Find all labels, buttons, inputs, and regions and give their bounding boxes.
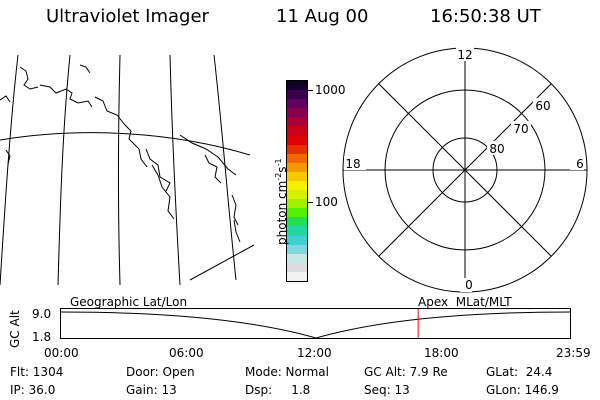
colorbar-tick-mark [307, 90, 313, 91]
colorbar-band [287, 80, 307, 91]
colorbar-band [287, 190, 307, 200]
timeline-tick-1200: 12:00 [297, 346, 332, 360]
colorbar-band [287, 162, 307, 172]
colorbar-band [287, 144, 307, 154]
colorbar-band [287, 90, 307, 100]
colorbar-band [287, 171, 307, 181]
polar-label-70: 70 [513, 122, 528, 136]
timeline-y-bottom: 1.8 [32, 330, 52, 344]
ip-value: IP: 36.0 [10, 383, 56, 397]
meridian-line [118, 54, 121, 286]
mode-status: Mode: Normal [245, 365, 329, 379]
geographic-map [0, 54, 255, 286]
colorbar-gradient [287, 80, 307, 281]
polar-plot: 12 0 18 6 60 70 80 [342, 47, 588, 293]
timeline-y-top: 9.0 [32, 307, 52, 321]
colorbar-unit-label: photon cm-2s-1 [274, 158, 289, 245]
colorbar-band [287, 153, 307, 163]
timeline-chart [60, 308, 572, 339]
colorbar-band [287, 235, 307, 245]
meridian-line [57, 54, 71, 286]
unit-sup-1: -2 [274, 172, 283, 181]
timeline-frame [60, 308, 571, 339]
timeline-left-label: Geographic Lat/Lon [70, 295, 188, 309]
colorbar-band [287, 126, 307, 136]
unit-sup-2: -1 [274, 158, 283, 167]
colorbar-band [287, 208, 307, 218]
polar-label-60: 60 [535, 99, 550, 113]
dsp-value: Dsp: 1.8 [245, 383, 311, 397]
colorbar-band [287, 117, 307, 127]
colorbar-tick-100: 100 [315, 195, 338, 209]
time-readout: 16:50:38 UT [430, 6, 541, 27]
gc-altitude: GC Alt: 7.9 Re [364, 365, 448, 379]
colorbar-band [287, 135, 307, 145]
date-readout: 11 Aug 00 [276, 6, 369, 27]
unit-label-base: photon cm [275, 180, 289, 245]
altitude-curve [60, 311, 572, 339]
polar-axis-diagonal [378, 83, 552, 257]
latitude-line [189, 244, 255, 281]
timeline-tick-0600: 06:00 [169, 346, 204, 360]
coastline-outline [0, 64, 241, 243]
colorbar-band [287, 199, 307, 209]
colorbar-band [287, 180, 307, 191]
colorbar-band [287, 262, 307, 272]
colorbar-band [287, 217, 307, 227]
colorbar-band [287, 226, 307, 236]
unit-label-mid: s [275, 166, 289, 173]
timeline-axis-title: GC Alt [8, 310, 22, 348]
polar-label-6: 6 [576, 157, 584, 171]
app-title: Ultraviolet Imager [46, 6, 209, 27]
colorbar-band [287, 253, 307, 263]
colorbar-band [287, 244, 307, 254]
timeline-tick-0000: 00:00 [44, 346, 79, 360]
timeline-tick-2359: 23:59 [556, 346, 591, 360]
sequence-number: Seq: 13 [364, 383, 410, 397]
polar-label-80: 80 [489, 142, 504, 156]
gain-value: Gain: 13 [126, 383, 177, 397]
meridian-line [0, 54, 19, 286]
colorbar-tick-1000: 1000 [315, 83, 346, 97]
polar-label-18: 18 [345, 157, 360, 171]
door-status: Door: Open [126, 365, 195, 379]
timeline-right-label: Apex MLat/MLT [418, 295, 512, 309]
colorbar-tick-mark [307, 202, 313, 203]
flight-number: Flt: 1304 [10, 365, 64, 379]
geo-longitude: GLon: 146.9 [486, 383, 559, 397]
colorbar-band [287, 99, 307, 109]
colorbar-band [287, 108, 307, 118]
polar-label-12: 12 [457, 48, 472, 62]
colorbar-band [287, 271, 307, 281]
polar-label-0: 0 [465, 278, 473, 292]
timeline-tick-1800: 18:00 [424, 346, 459, 360]
latitude-line [0, 132, 251, 156]
meridian-line [169, 54, 181, 286]
geo-latitude: GLat: 24.4 [486, 365, 553, 379]
colorbar [286, 80, 308, 282]
